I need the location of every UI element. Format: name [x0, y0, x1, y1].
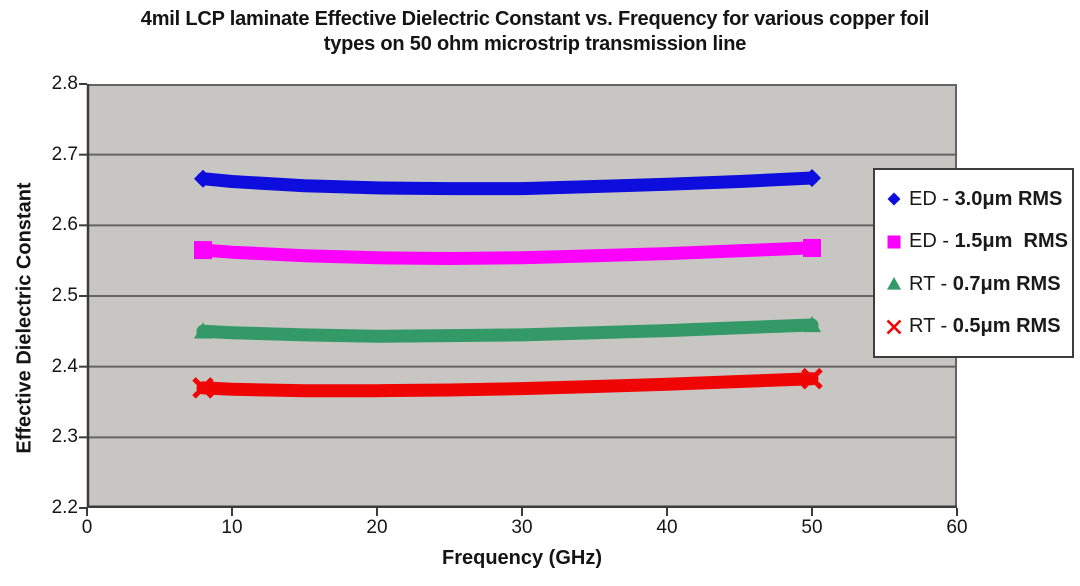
series-line-0 [196, 171, 819, 196]
x-tick-label: 20 [366, 517, 388, 538]
series-line-1 [196, 241, 819, 265]
y-tick-label: 2.5 [51, 285, 78, 306]
y-tick-label: 2.3 [51, 426, 78, 448]
legend: ED - 3.0μm RMS ED - 1.5μm RMS RT - 0.7μm… [873, 168, 1074, 358]
square-marker-icon [886, 234, 903, 250]
x-tick-label: 50 [801, 517, 823, 538]
legend-item: ED - 1.5μm RMS [886, 230, 1070, 253]
x-tick-label: 0 [81, 517, 93, 538]
series-line-3 [196, 372, 819, 398]
legend-label-value: 3.0μm RMS [954, 187, 1063, 210]
x-marker-icon [886, 319, 903, 335]
y-tick-label: 2.7 [51, 143, 78, 165]
legend-item: RT - 0.5μm RMS [886, 315, 1070, 338]
triangle-marker-icon [886, 276, 903, 292]
x-tick-label: 30 [511, 517, 533, 538]
y-tick-label: 2.6 [51, 214, 78, 236]
legend-item: ED - 3.0μm RMS [886, 188, 1070, 211]
legend-item: RT - 0.7μm RMS [886, 273, 1070, 296]
x-axis-title: Frequency (GHz) [441, 547, 603, 569]
series-line-2 [196, 318, 819, 343]
legend-label-prefix: RT - [909, 315, 953, 338]
legend-label-value: 0.5μm RMS [952, 315, 1061, 338]
legend-label-prefix: RT - [909, 272, 953, 295]
diamond-marker-icon [886, 191, 903, 207]
legend-label-prefix: ED - [909, 187, 955, 210]
chart-title: 4mil LCP laminate Effective Dielectric C… [10, 7, 1060, 57]
plot-area [79, 83, 958, 516]
legend-label-value: 1.5μm RMS [954, 230, 1068, 253]
x-tick-label: 10 [221, 517, 243, 538]
y-tick-label: 2.2 [51, 497, 78, 518]
chart-title-line2: types on 50 ohm microstrip transmission … [323, 33, 747, 55]
legend-label-prefix: ED - [909, 230, 955, 253]
plot-canvas [79, 83, 958, 516]
x-tick-label: 40 [656, 517, 678, 538]
y-tick-label: 2.8 [51, 73, 78, 94]
x-tick-label: 60 [946, 517, 968, 538]
chart-title-line1: 4mil LCP laminate Effective Dielectric C… [140, 8, 930, 30]
legend-label-value: 0.7μm RMS [952, 272, 1061, 295]
y-tick-label: 2.4 [51, 355, 78, 377]
